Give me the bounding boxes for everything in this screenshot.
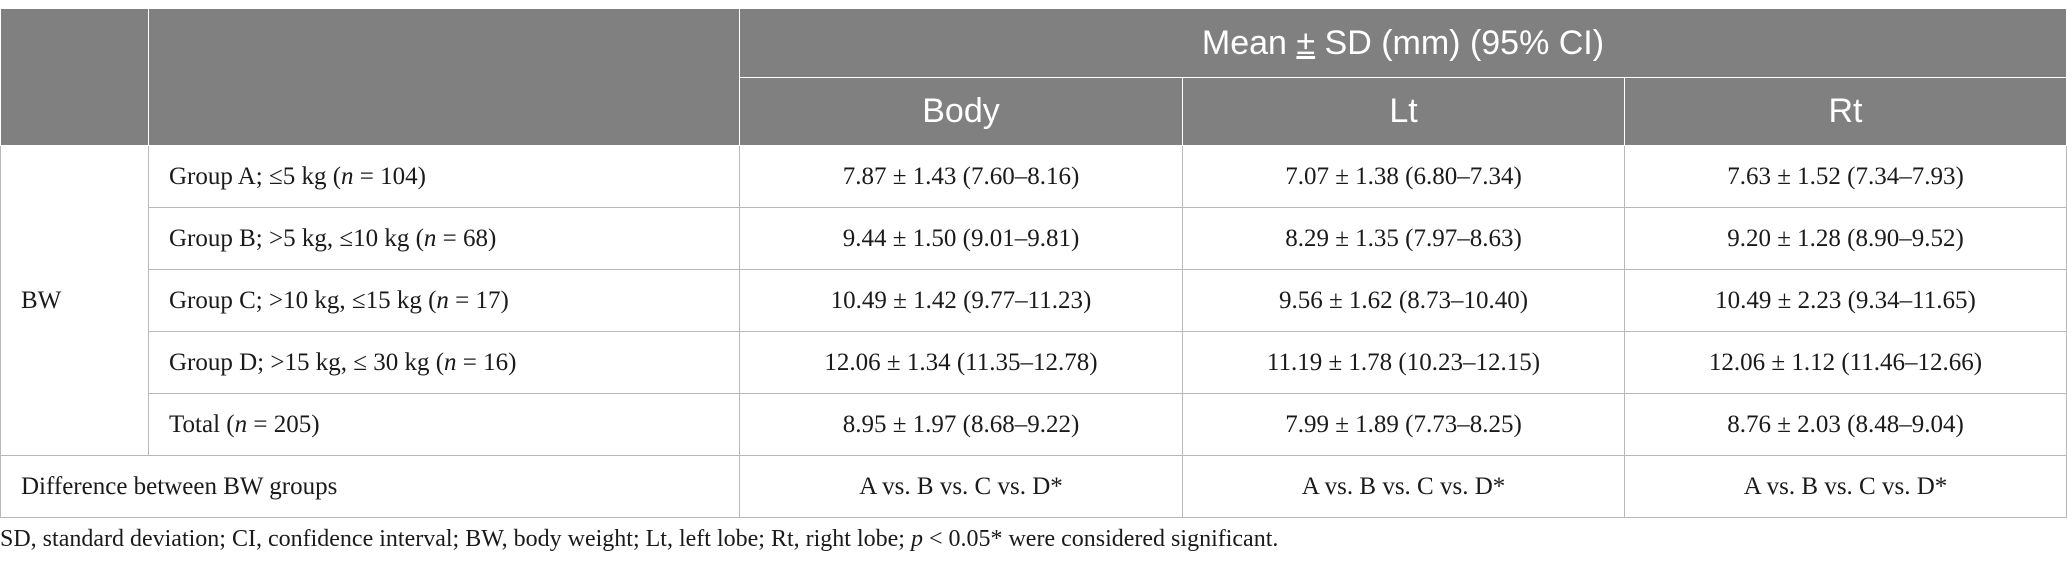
row-label: Group A; ≤5 kg (n = 104) xyxy=(148,145,740,208)
cell-body: 7.87 ± 1.43 (7.60–8.16) xyxy=(739,145,1183,208)
row-label: Total (n = 205) xyxy=(148,393,740,456)
difference-label: Difference between BW groups xyxy=(0,455,740,518)
results-table: Mean ± SD (mm) (95% CI) Body Lt Rt BW Gr… xyxy=(0,8,2067,518)
difference-lt: A vs. B vs. C vs. D* xyxy=(1182,455,1625,518)
cell-rt: 9.20 ± 1.28 (8.90–9.52) xyxy=(1624,207,2067,270)
table-row: Group B; >5 kg, ≤10 kg (n = 68) 9.44 ± 1… xyxy=(1,207,2067,270)
row-label: Group C; >10 kg, ≤15 kg (n = 17) xyxy=(148,269,740,332)
header-col-rt: Rt xyxy=(1624,77,2067,146)
row-label: Group D; >15 kg, ≤ 30 kg (n = 16) xyxy=(148,331,740,394)
cell-lt: 7.99 ± 1.89 (7.73–8.25) xyxy=(1182,393,1625,456)
row-group-label: BW xyxy=(0,145,149,456)
table-row: BW Group A; ≤5 kg (n = 104) 7.87 ± 1.43 … xyxy=(0,145,2067,456)
cell-body: 12.06 ± 1.34 (11.35–12.78) xyxy=(739,331,1183,394)
header-col-body: Body xyxy=(739,77,1183,146)
table-header: Mean ± SD (mm) (95% CI) Body Lt Rt xyxy=(0,8,2067,146)
cell-lt: 8.29 ± 1.35 (7.97–8.63) xyxy=(1182,207,1625,270)
difference-row: Difference between BW groups A vs. B vs.… xyxy=(0,455,2067,518)
difference-body: A vs. B vs. C vs. D* xyxy=(739,455,1183,518)
table-row: Group C; >10 kg, ≤15 kg (n = 17) 10.49 ±… xyxy=(1,269,2067,332)
cell-body: 8.95 ± 1.97 (8.68–9.22) xyxy=(739,393,1183,456)
cell-lt: 9.56 ± 1.62 (8.73–10.40) xyxy=(1182,269,1625,332)
header-empty-1 xyxy=(0,8,149,146)
cell-lt: 7.07 ± 1.38 (6.80–7.34) xyxy=(1182,145,1625,208)
cell-rt: 8.76 ± 2.03 (8.48–9.04) xyxy=(1624,393,2067,456)
difference-rt: A vs. B vs. C vs. D* xyxy=(1624,455,2067,518)
table-row: Total (n = 205) 8.95 ± 1.97 (8.68–9.22) … xyxy=(1,393,2067,456)
header-empty-2 xyxy=(148,8,740,146)
table-row: Group D; >15 kg, ≤ 30 kg (n = 16) 12.06 … xyxy=(1,331,2067,394)
cell-body: 10.49 ± 1.42 (9.77–11.23) xyxy=(739,269,1183,332)
cell-body: 9.44 ± 1.50 (9.01–9.81) xyxy=(739,207,1183,270)
header-group-title: Mean ± SD (mm) (95% CI) xyxy=(739,8,2067,78)
table-body: BW Group A; ≤5 kg (n = 104) 7.87 ± 1.43 … xyxy=(0,145,2067,518)
cell-rt: 10.49 ± 2.23 (9.34–11.65) xyxy=(1624,269,2067,332)
cell-rt: 7.63 ± 1.52 (7.34–7.93) xyxy=(1624,145,2067,208)
cell-rt: 12.06 ± 1.12 (11.46–12.66) xyxy=(1624,331,2067,394)
table-container: Mean ± SD (mm) (95% CI) Body Lt Rt BW Gr… xyxy=(0,8,2067,518)
cell-lt: 11.19 ± 1.78 (10.23–12.15) xyxy=(1182,331,1625,394)
table-footnote: SD, standard deviation; CI, confidence i… xyxy=(0,526,1279,552)
row-label: Group B; >5 kg, ≤10 kg (n = 68) xyxy=(148,207,740,270)
header-col-lt: Lt xyxy=(1182,77,1625,146)
